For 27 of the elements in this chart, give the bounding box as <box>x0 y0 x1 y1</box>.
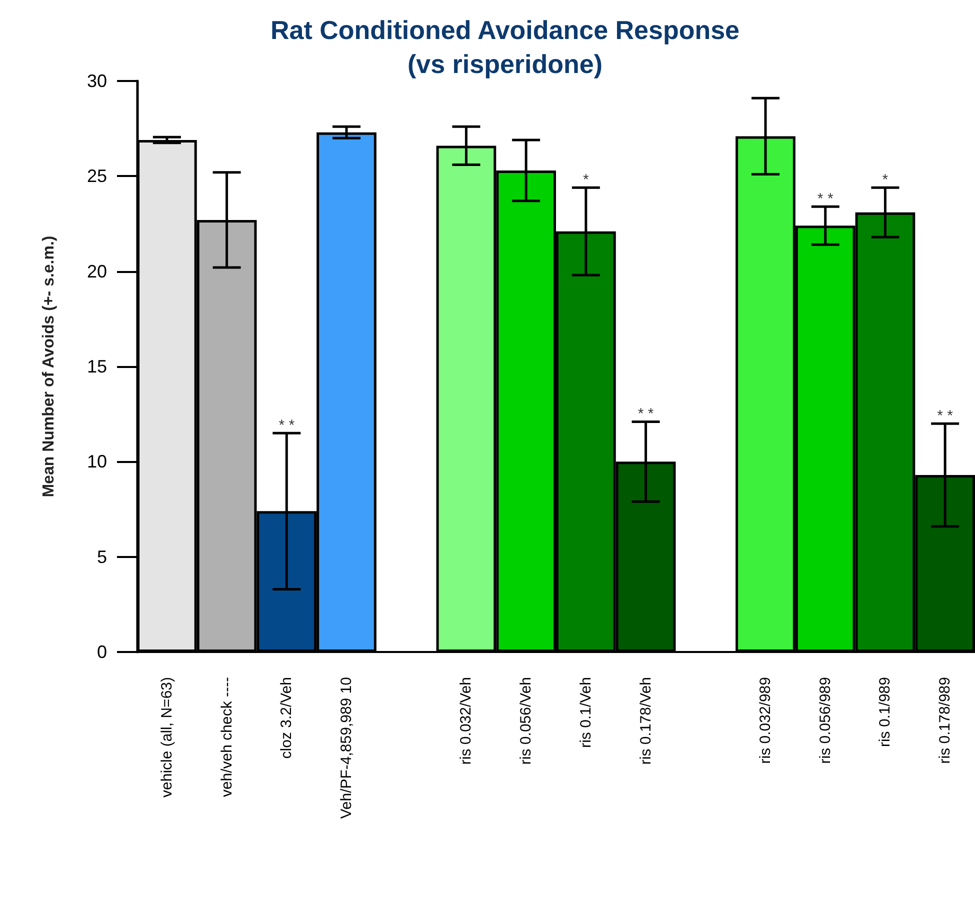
annotation: * <box>882 172 888 189</box>
x-tick-label: ris 0.1/989 <box>876 677 894 748</box>
x-tick-label: ris 0.178/989 <box>936 677 954 764</box>
x-tick-label: Veh/PF-4,859,989 10 <box>338 677 355 819</box>
x-tick-label: vehicle (all, N=63) <box>158 676 176 798</box>
y-axis-title: Mean Number of Avoids (+- s.e.m.) <box>40 236 58 498</box>
annotation: * <box>583 172 590 189</box>
y-tick-label: 0 <box>96 642 107 662</box>
y-tick-label: 25 <box>86 166 107 186</box>
y-tick-label: 20 <box>86 261 107 282</box>
y-tick-label: 5 <box>96 546 107 567</box>
x-tick-label: ris 0.056/989 <box>816 677 834 764</box>
annotation: * * <box>937 408 954 425</box>
x-tick-label: ris 0.032/Veh <box>458 677 475 765</box>
annotation: * * <box>638 406 654 423</box>
x-tick-label: veh/veh check ---- <box>218 677 236 798</box>
y-tick-label: 15 <box>86 356 107 376</box>
x-tick-label: ris 0.056/Veh <box>518 677 535 765</box>
annotation: * * <box>278 417 295 434</box>
annotation: * * <box>817 190 834 208</box>
x-tick-label: ris 0.1/Veh <box>577 677 594 748</box>
x-tick-label: ris 0.178/Veh <box>637 677 654 765</box>
chart-title: Rat Conditioned Avoidance Response (vs risperidone) <box>270 15 740 79</box>
x-tick-label: cloz 3.2/Veh <box>278 677 296 759</box>
y-tick-label: 30 <box>86 71 107 91</box>
y-tick-label: 10 <box>86 452 107 472</box>
x-tick-label: ris 0.032/989 <box>757 677 774 764</box>
